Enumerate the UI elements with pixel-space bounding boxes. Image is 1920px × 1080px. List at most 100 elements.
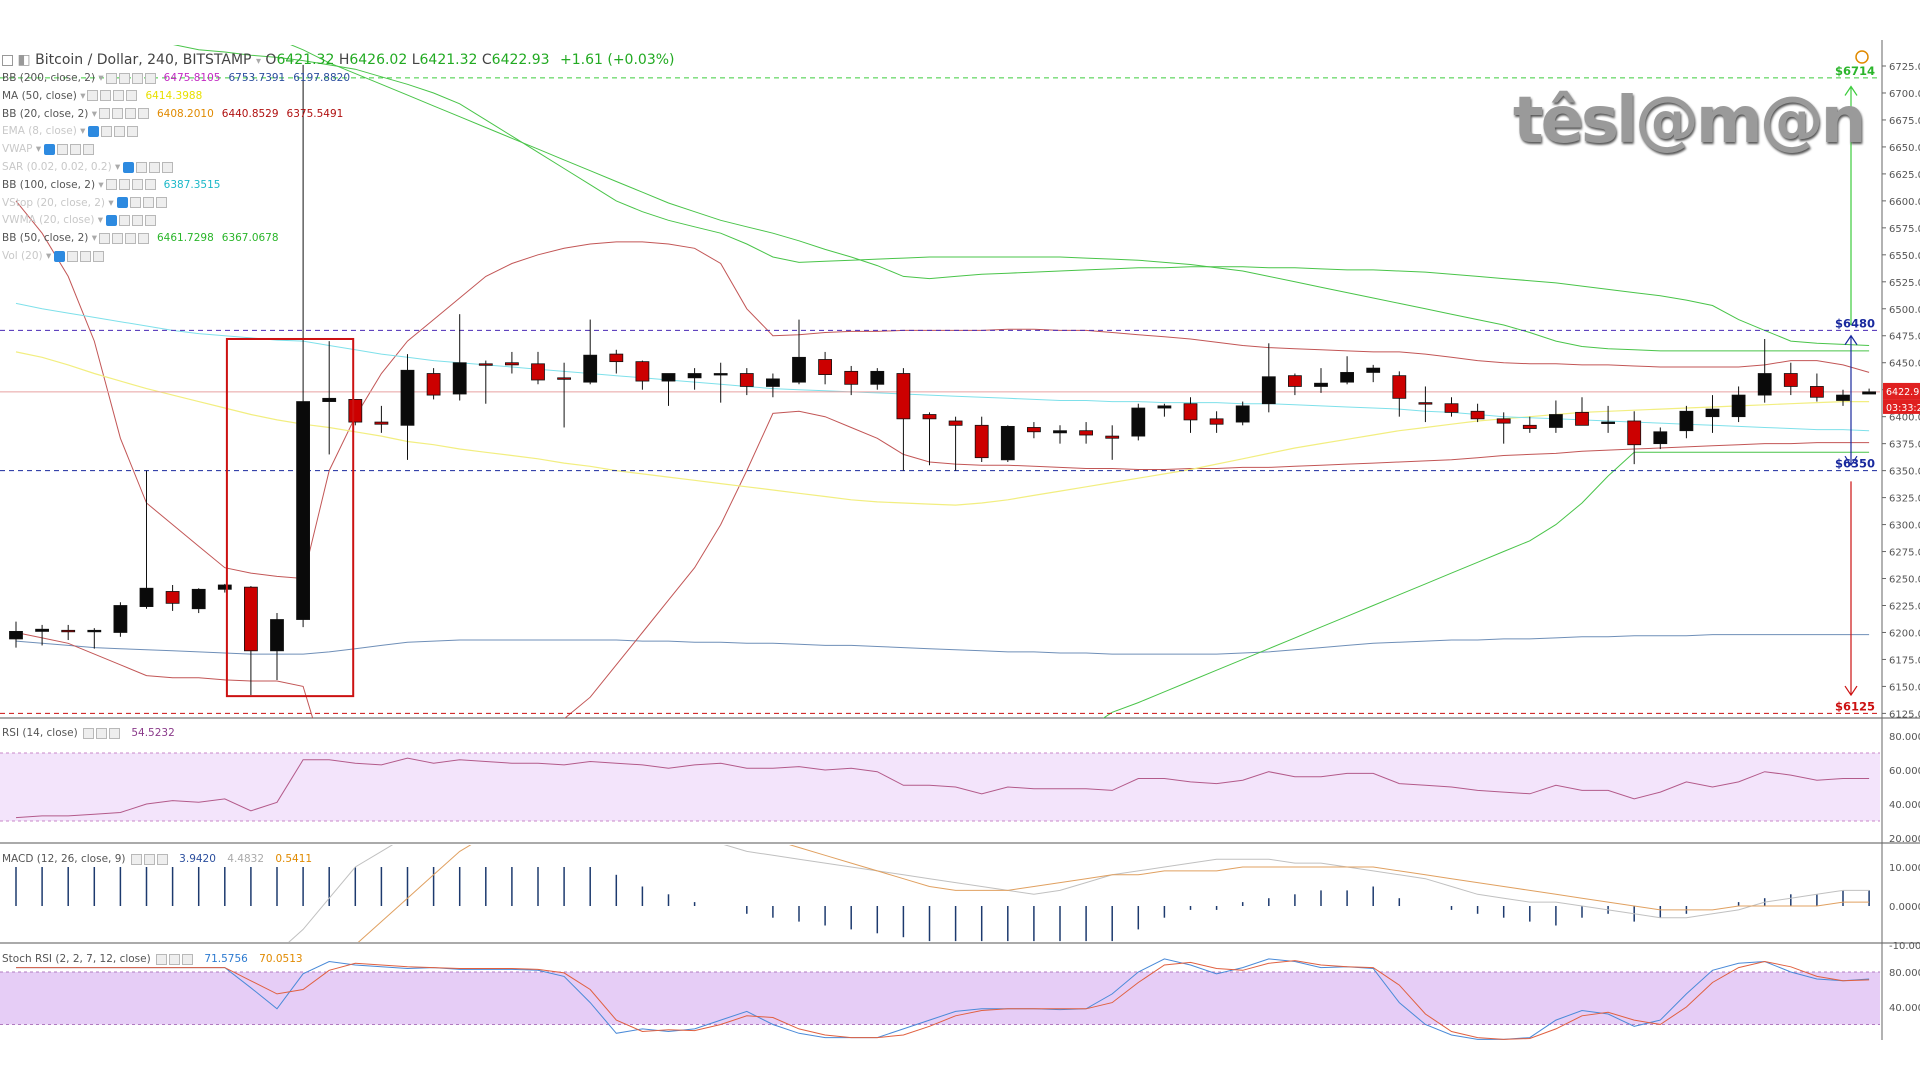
chevron-down-icon[interactable]: ▾: [32, 143, 42, 156]
settings-icon[interactable]: [156, 953, 168, 965]
close-icon[interactable]: [83, 143, 95, 155]
settings-icon[interactable]: [98, 232, 110, 244]
visibility-icon[interactable]: [118, 179, 130, 191]
indicator-row[interactable]: BB (20, close, 2) ▾ 6408.2010 6440.8529 637…: [2, 108, 343, 120]
settings-icon[interactable]: [98, 108, 110, 120]
rsi-label[interactable]: RSI (14, close): [2, 727, 78, 739]
visibility-icon[interactable]: [57, 143, 69, 155]
indicator-label[interactable]: MA (50, close): [2, 89, 77, 102]
close-icon[interactable]: [182, 953, 194, 965]
visibility-icon[interactable]: [118, 72, 130, 84]
symbol-label[interactable]: Bitcoin / Dollar, 240, BITSTAMP: [35, 52, 252, 68]
more-icon[interactable]: [80, 250, 92, 262]
candle: [661, 373, 676, 382]
indicator-row[interactable]: VWMA (20, close) ▾: [2, 214, 157, 227]
indicator-row[interactable]: SAR (0.02, 0.02, 0.2) ▾: [2, 161, 174, 173]
candle: [844, 370, 859, 385]
close-icon[interactable]: [144, 179, 156, 191]
chevron-down-icon[interactable]: ▾: [76, 89, 86, 102]
settings-icon[interactable]: [105, 179, 117, 191]
eye-icon[interactable]: [44, 143, 56, 155]
chevron-down-icon[interactable]: ▾: [76, 125, 86, 138]
close-icon[interactable]: [137, 108, 149, 120]
visibility-icon[interactable]: [119, 214, 131, 226]
macd-legend: MACD (12, 26, close, 9) 3.9420 4.4832 0.…: [2, 853, 312, 865]
chevron-down-icon[interactable]: ▾: [95, 178, 104, 191]
indicator-label[interactable]: VWMA (20, close): [2, 214, 95, 227]
more-icon[interactable]: [142, 197, 154, 209]
indicator-label[interactable]: BB (20, close, 2): [2, 107, 89, 120]
indicator-label[interactable]: Vol (20): [2, 250, 43, 262]
more-icon[interactable]: [124, 108, 136, 120]
visibility-icon[interactable]: [111, 232, 123, 244]
eye-icon[interactable]: [123, 161, 135, 173]
chevron-down-icon[interactable]: ▾: [105, 196, 114, 209]
indicator-label[interactable]: SAR (0.02, 0.02, 0.2): [2, 161, 112, 173]
eye-icon[interactable]: [116, 197, 128, 209]
more-icon[interactable]: [124, 232, 136, 244]
chevron-down-icon[interactable]: ▾: [42, 250, 52, 262]
indicator-row[interactable]: BB (100, close, 2) ▾ 6387.3515: [2, 179, 220, 191]
chevron-down-icon[interactable]: ▾: [111, 161, 121, 173]
chevron-down-icon[interactable]: ▾: [88, 232, 97, 245]
indicator-label[interactable]: VStop (20, close, 2): [2, 196, 106, 209]
more-icon[interactable]: [131, 72, 143, 84]
more-icon[interactable]: [113, 90, 125, 102]
indicator-label[interactable]: VWAP: [2, 143, 33, 156]
indicator-row[interactable]: VStop (20, close, 2) ▾: [2, 197, 167, 209]
visibility-icon[interactable]: [111, 108, 123, 120]
settings-icon[interactable]: [130, 853, 142, 865]
more-icon[interactable]: [132, 214, 144, 226]
close-icon[interactable]: [145, 214, 157, 226]
close-icon[interactable]: [93, 250, 105, 262]
stoch-legend: Stoch RSI (2, 2, 7, 12, close) 71.5756 7…: [2, 953, 303, 965]
more-icon[interactable]: [149, 161, 161, 173]
close-icon[interactable]: [144, 72, 156, 84]
chevron-down-icon[interactable]: ▾: [255, 56, 261, 67]
settings-icon[interactable]: [87, 90, 99, 102]
visibility-icon[interactable]: [101, 125, 113, 137]
close-icon[interactable]: [126, 90, 138, 102]
indicator-label[interactable]: BB (100, close, 2): [2, 178, 96, 191]
pane-collapse-icon[interactable]: [2, 54, 13, 66]
indicator-label[interactable]: BB (50, close, 2): [2, 232, 89, 245]
visibility-icon[interactable]: [100, 90, 112, 102]
visibility-icon[interactable]: [143, 853, 155, 865]
chevron-down-icon[interactable]: ▾: [88, 107, 97, 120]
range-arrow-head: [1844, 455, 1858, 467]
more-icon[interactable]: [114, 125, 126, 137]
eye-icon[interactable]: [88, 125, 100, 137]
close-icon[interactable]: [155, 197, 167, 209]
visibility-icon[interactable]: [129, 197, 141, 209]
stoch-label[interactable]: Stoch RSI (2, 2, 7, 12, close): [2, 953, 151, 965]
candle: [400, 369, 415, 426]
indicator-label[interactable]: BB (200, close, 2): [2, 72, 96, 84]
visibility-icon[interactable]: [67, 250, 79, 262]
close-icon[interactable]: [162, 161, 174, 173]
chevron-down-icon[interactable]: ▾: [95, 72, 104, 84]
indicator-row[interactable]: EMA (8, close) ▾: [2, 125, 139, 138]
indicator-row[interactable]: VWAP ▾: [2, 143, 95, 156]
close-icon[interactable]: [137, 232, 149, 244]
indicator-row[interactable]: Vol (20) ▾: [2, 250, 105, 262]
macd-label[interactable]: MACD (12, 26, close, 9): [2, 853, 126, 865]
eye-icon[interactable]: [54, 250, 66, 262]
visibility-icon[interactable]: [96, 727, 108, 739]
indicator-row[interactable]: MA (50, close) ▾ 6414.3988: [2, 90, 202, 102]
settings-icon[interactable]: [83, 727, 95, 739]
eye-icon[interactable]: [106, 214, 118, 226]
chevron-down-icon[interactable]: ▾: [94, 214, 104, 227]
visibility-icon[interactable]: [169, 953, 181, 965]
more-icon[interactable]: [70, 143, 82, 155]
indicator-row[interactable]: BB (200, close, 2) ▾ 6475.8105 6753.7391 61…: [2, 72, 350, 84]
indicator-label[interactable]: EMA (8, close): [2, 125, 77, 138]
close-icon[interactable]: [156, 853, 168, 865]
settings-icon[interactable]: [105, 72, 117, 84]
visibility-icon[interactable]: [136, 161, 148, 173]
close-icon[interactable]: [109, 727, 121, 739]
more-icon[interactable]: [131, 179, 143, 191]
indicator-row[interactable]: BB (50, close, 2) ▾ 6461.7298 6367.0678: [2, 232, 279, 244]
chart-symbol-icon: ◧: [17, 52, 31, 68]
close-icon[interactable]: [127, 125, 139, 137]
